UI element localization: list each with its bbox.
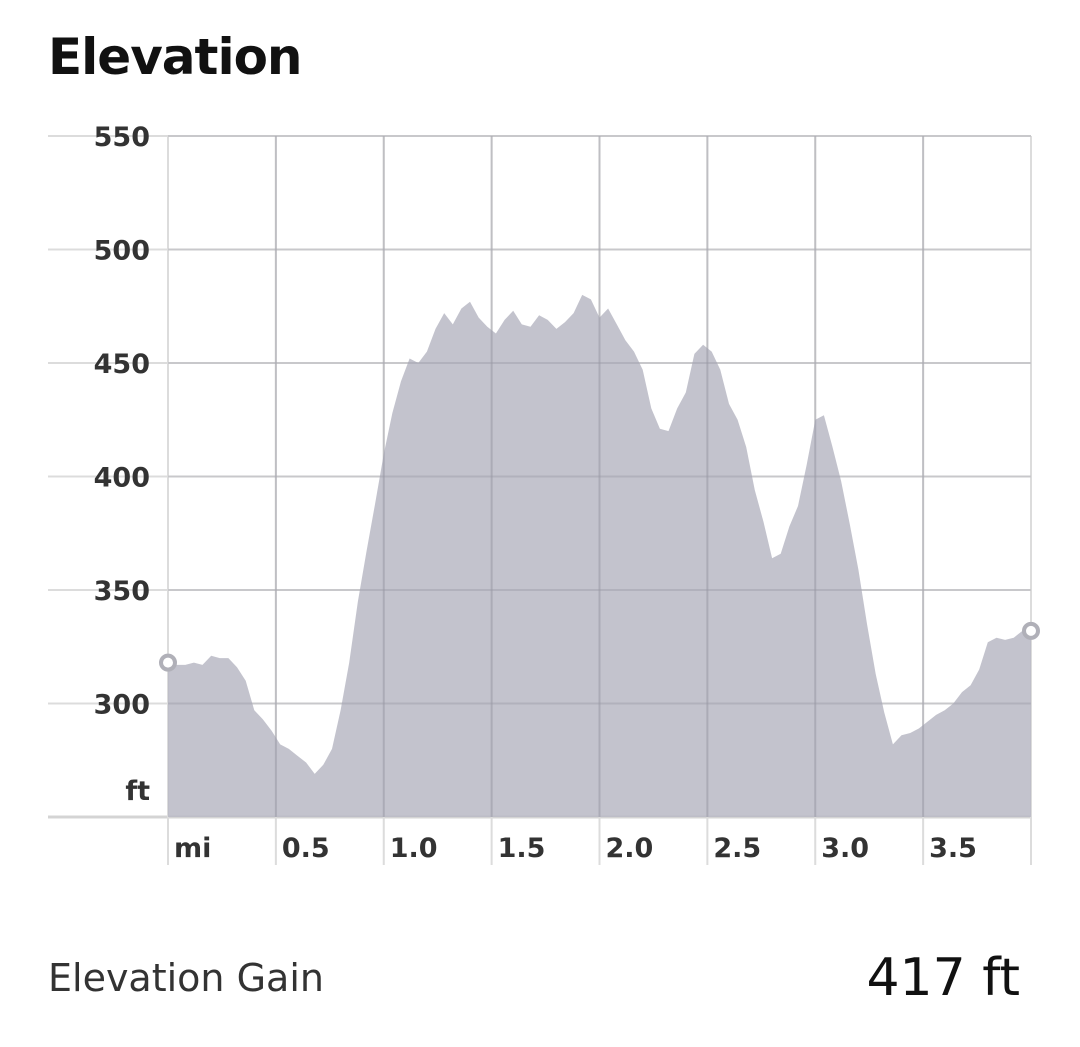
elevation-chart: ft 300 350 400 450 500 550 mi 0.5 1.0 1.5 2.0 2.5 3.0… [48,122,1040,865]
elevation-gain-row: Elevation Gain 417 ft [48,948,1020,1012]
page-title: Elevation [48,28,303,86]
marker-layer [159,621,1040,672]
start-marker [159,653,177,672]
x-tick-label: 2.5 [713,833,761,864]
x-tick-label: 2.0 [606,833,654,864]
y-tick-label: 500 [94,236,150,267]
y-tick-label: 350 [94,576,150,607]
x-tick-label: 3.5 [929,833,977,864]
x-tick-label: 1.0 [390,833,438,864]
area-layer [168,135,1031,817]
x-tick-label: mi [174,833,211,864]
x-tick-label: 3.0 [821,833,869,864]
tick-layer: ft 300 350 400 450 500 550 mi 0.5 1.0 1.5 2.0 2.5 3.0… [94,122,977,864]
y-tick-label: 300 [94,690,150,721]
y-tick-label: 400 [94,463,150,494]
y-tick-label: 550 [94,122,150,153]
elevation-gain-value: 417 ft [866,948,1020,1008]
x-tick-label: 1.5 [498,833,546,864]
elevation-gain-label: Elevation Gain [48,956,324,1000]
elevation-area [168,294,1031,817]
x-tick-label: 0.5 [282,833,330,864]
end-marker [1022,621,1040,640]
y-tick-label: ft [125,776,150,807]
y-tick-label: 450 [94,349,150,380]
